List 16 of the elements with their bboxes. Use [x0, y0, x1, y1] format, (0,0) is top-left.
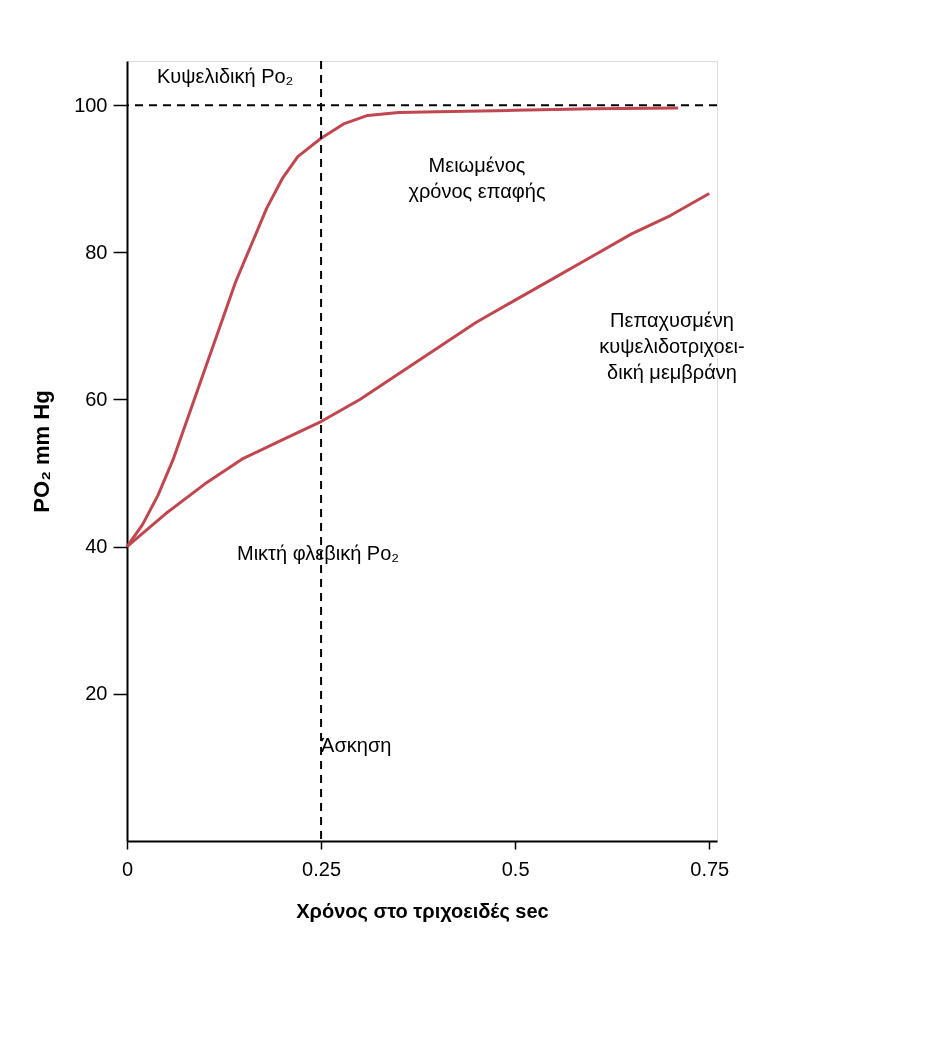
y-axis-title: PO₂ mm Hg: [29, 390, 55, 513]
ref-line-label: Κυψελιδική Po₂: [157, 65, 294, 88]
annotation: Μειωμένος χρόνος επαφής: [408, 154, 546, 202]
y-tick-label: 40: [85, 535, 108, 558]
x-tick-label: 0.25: [302, 857, 342, 880]
ref-line-label: Άσκηση: [321, 734, 392, 756]
annotation: Μικτή φλεβική Po₂: [237, 542, 400, 564]
y-tick-label: 80: [85, 240, 108, 263]
x-tick-label: 0.5: [501, 857, 530, 880]
y-tick-label: 20: [85, 682, 108, 705]
x-tick-label: 0: [121, 857, 134, 880]
x-tick-label: 0.75: [690, 857, 730, 880]
x-axis-title: Χρόνος στο τριχοειδές sec: [296, 899, 549, 922]
annotation: Πεπαχυσμένη κυψελιδοτριχοει- δική μεμβράνη: [599, 309, 745, 383]
y-tick-label: 100: [74, 93, 108, 116]
y-tick-label: 60: [85, 387, 108, 410]
